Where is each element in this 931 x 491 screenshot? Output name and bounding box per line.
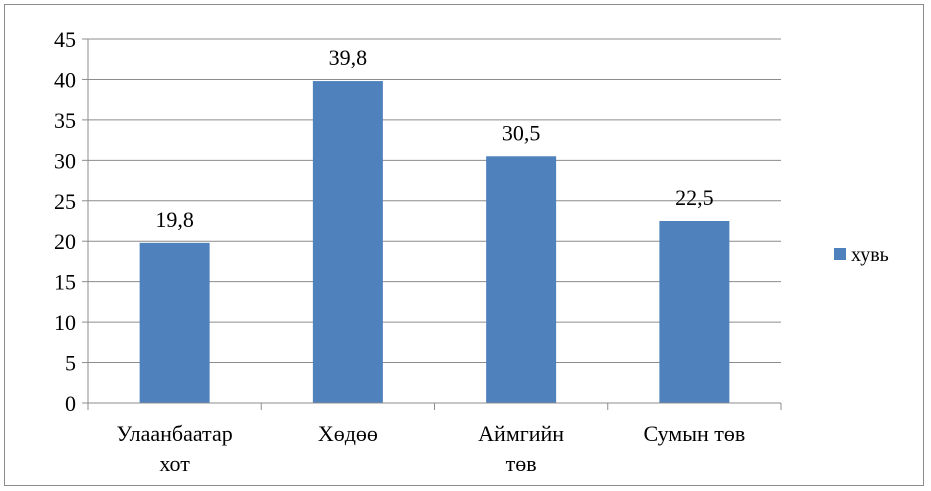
- y-tick-label: 45: [54, 27, 76, 52]
- axes: [82, 38, 782, 410]
- y-tick-labels: 0 5 10 15 20 25 30 35 40 45: [54, 27, 76, 416]
- y-tick-label: 5: [65, 351, 76, 376]
- legend: хувь: [834, 244, 889, 266]
- y-tick-label: 30: [54, 148, 76, 173]
- data-label: 19,8: [155, 207, 194, 232]
- y-tick-label: 15: [54, 270, 76, 295]
- data-labels: 19,8 39,8 30,5 22,5: [155, 45, 713, 232]
- x-tick-label: төв: [506, 451, 537, 476]
- y-tick-label: 20: [54, 229, 76, 254]
- x-tick-label: Улаанбаатар: [117, 421, 233, 446]
- bars: [139, 81, 730, 403]
- x-tick-labels: Улаанбаатар хот Хөдөө Аймгийн төв Сумын төв: [117, 421, 746, 476]
- x-tick-label: хот: [159, 451, 190, 476]
- legend-swatch: [834, 248, 846, 260]
- bar: [659, 221, 730, 403]
- bar: [486, 156, 557, 403]
- x-tick-label: Хөдөө: [318, 421, 378, 446]
- y-tick-label: 0: [65, 391, 76, 416]
- y-tick-label: 40: [54, 67, 76, 92]
- bar: [139, 242, 210, 403]
- bar: [312, 81, 383, 403]
- legend-label: хувь: [851, 244, 889, 266]
- y-tick-label: 10: [54, 310, 76, 335]
- x-tick-label: Сумын төв: [643, 421, 745, 446]
- y-tick-label: 35: [54, 108, 76, 133]
- data-label: 39,8: [329, 45, 368, 70]
- y-tick-label: 25: [54, 189, 76, 214]
- x-tick-label: Аймгийн: [478, 421, 564, 446]
- data-label: 30,5: [502, 120, 541, 145]
- data-label: 22,5: [675, 185, 714, 210]
